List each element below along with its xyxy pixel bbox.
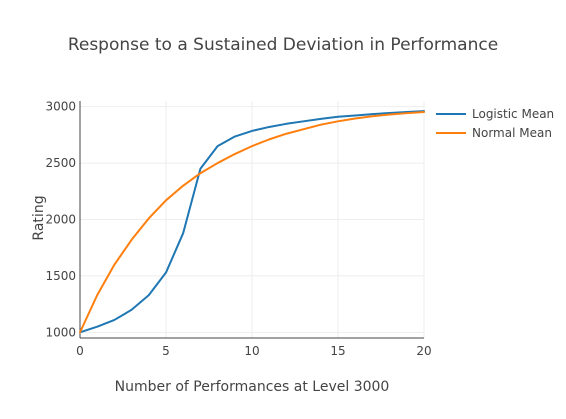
grid: [80, 101, 425, 338]
x-tick-label: 10: [244, 344, 259, 358]
x-tick-label: 0: [76, 344, 84, 358]
x-tick-label: 20: [416, 344, 431, 358]
series-lines: [79, 110, 425, 334]
series-line-logistic-mean: [79, 110, 425, 334]
legend-item[interactable]: Normal Mean: [436, 126, 552, 140]
legend[interactable]: Logistic Mean Normal Mean: [436, 107, 554, 140]
y-tick-label: 2500: [45, 156, 76, 170]
y-tick-label: 2000: [45, 213, 76, 227]
chart-title: Response to a Sustained Deviation in Per…: [68, 35, 498, 55]
x-tick-label: 5: [162, 344, 170, 358]
y-tick-label: 3000: [45, 100, 76, 114]
y-tick-label: 1000: [45, 325, 76, 339]
legend-label: Logistic Mean: [472, 107, 554, 121]
x-axis-label: Number of Performances at Level 3000: [115, 379, 390, 395]
legend-label: Normal Mean: [472, 126, 552, 140]
series-line-normal-mean: [79, 111, 425, 334]
x-tick-label: 15: [330, 344, 345, 358]
y-axis-label: Rating: [31, 195, 47, 240]
y-tick-label: 1500: [45, 269, 76, 283]
axes: 0 5 10 15 20 1000 1500 2000 2500 3000: [45, 100, 431, 358]
legend-item[interactable]: Logistic Mean: [436, 107, 554, 121]
